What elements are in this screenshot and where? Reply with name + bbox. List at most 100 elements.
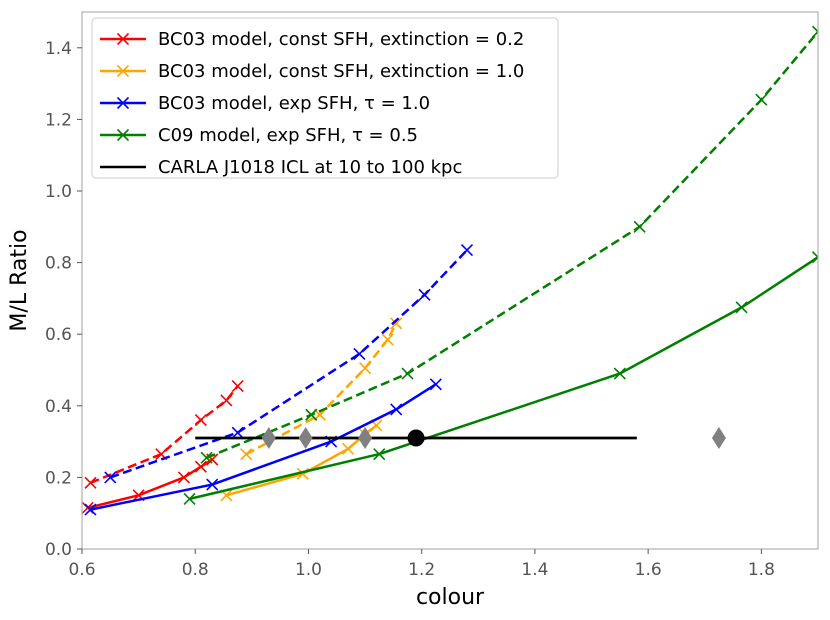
series-4-dashed-point-5 [755,93,768,106]
y-tick-label-7: 1.2 [45,110,72,130]
icl-diamond-4 [711,427,726,450]
legend-entry-4: C09 model, exp SFH, τ = 0.5 [100,125,418,146]
y-tick-label-3: 0.4 [45,397,72,417]
series-2-dashed-point-4 [381,333,394,346]
series-3-solid-point-1 [84,503,97,516]
y-tick-label-8: 1.4 [45,39,72,59]
series-4-dashed-point-3 [401,367,414,380]
x-axis-title: colour [416,585,485,610]
series-1-dashed-point-2-stroke-b [155,448,168,461]
x-tick-label-5: 1.4 [521,560,548,580]
series-1-solid-point-3 [177,471,190,484]
icl-point [407,429,425,447]
series-2-solid-point-3 [342,442,355,455]
series-2-dashed-point-3 [359,362,372,375]
series-2-dashed-point-3-stroke-b [359,362,372,375]
legend-label-4: C09 model, exp SFH, τ = 0.5 [158,125,418,146]
legend-entry-1: BC03 model, const SFH, extinction = 0.2 [100,29,524,50]
legend-box [91,17,559,179]
plot-area [82,25,818,516]
series-4-dashed-point-5-stroke-b [755,93,768,106]
series-4-solid-point-4-stroke-b [735,301,748,314]
series-2-dashed-point-4-stroke-b [381,333,394,346]
series-2-solid-point-5-stroke-b [370,419,383,432]
legend-label-3: BC03 model, exp SFH, τ = 1.0 [158,93,430,114]
series-2-dashed-point-2-stroke-b [313,408,326,421]
series-4-dashed-point-2-stroke-b [305,408,318,421]
series-2-solid-point-3-stroke-b [342,442,355,455]
plot-frame [81,11,819,550]
series-4-solid-point-2-stroke-b [373,448,386,461]
series-4-solid-point-5 [811,251,818,264]
series-1-dashed-point-4 [220,394,233,407]
series-1-solid-point-4-stroke-b [194,460,207,473]
y-tick-label-4: 0.6 [45,325,72,345]
series-3-solid-point-4 [390,403,403,416]
series-1-dashed-point-4-stroke-b [220,394,233,407]
legend-marker-1 [116,32,130,46]
series-1-solid-point-2-stroke-b [132,489,145,502]
series-3-dashed-point-3 [353,347,366,360]
series-4-dashed-line [206,30,818,459]
series-3-dashed-point-3-stroke-b [353,347,366,360]
axes: 0.6 0.8 1.0 1.2 1.4 1.6 1.8 0.0 0.2 0.4 0.6 0.8 1.0 1… [7,11,819,610]
x-tick-label-3: 1.0 [295,560,322,580]
x-tick-label-7: 1.8 [748,560,775,580]
legend-marker-4-stroke-b [116,128,130,142]
series-2-dashed-point-5-stroke-b [390,317,403,330]
legend-entry-5: CARLA J1018 ICL at 10 to 100 kpc [100,157,462,178]
series-4-solid-point-3-stroke-b [613,367,626,380]
series-2-dashed-point-2 [313,408,326,421]
series-2-solid-point-1-stroke-b [220,489,233,502]
series-3-dashed-point-5 [460,244,474,257]
icl-diamond-3 [358,427,373,450]
y-tick-label-2: 0.2 [45,468,72,488]
legend-label-2: BC03 model, const SFH, extinction = 1.0 [158,61,524,82]
series-2-dashed-point-5 [390,317,403,330]
legend-marker-2 [116,64,130,78]
series-1-dashed-point-3-stroke-b [194,414,207,427]
icl-diamond-2 [298,427,313,450]
series-4-dashed-point-4 [633,220,646,233]
series-1-solid-point-5-stroke-b [206,453,219,466]
series-4-dashed-point-3-stroke-b [401,367,414,380]
y-tick-label-6: 1.0 [45,182,72,202]
series-3-dashed-point-1 [104,471,117,484]
series-3-dashed-point-2 [231,426,244,439]
series-3-dashed-point-4-stroke-b [418,288,431,301]
series-4-solid-point-1-stroke-b [183,492,196,505]
series-1-solid-point-4 [194,460,207,473]
legend-label-1: BC03 model, const SFH, extinction = 0.2 [158,29,524,50]
x-tick-label-6: 1.6 [635,560,662,580]
legend-label-5: CARLA J1018 ICL at 10 to 100 kpc [158,157,462,178]
series-3-solid-point-4-stroke-b [390,403,403,416]
series-3-solid-point-5-stroke-b [429,378,442,391]
series-4-dashed-point-6-stroke-a [811,25,818,33]
series-1-dashed-line [90,385,239,484]
series-4-solid-point-2 [373,448,386,461]
legend-marker-3 [116,96,130,110]
legend: BC03 model, const SFH, extinction = 0.2 B… [91,17,559,179]
icl-diamond-1 [261,427,276,450]
legend-entry-2: BC03 model, const SFH, extinction = 1.0 [100,61,524,82]
series-1-dashed-point-1 [84,476,97,489]
series-1-solid-line [87,458,213,510]
series-3-dashed-point-5-stroke-b [460,244,474,257]
x-tick-label-2: 0.8 [182,560,209,580]
series-3-solid-point-1-stroke-b [84,503,97,516]
series-4-solid-point-5-stroke-b [811,256,818,264]
series-1-dashed-point-1-stroke-b [84,476,97,489]
series-1-solid-point-3-stroke-b [177,471,190,484]
series-3-dashed-point-4 [418,288,431,301]
series-4-dashed-point-2 [305,408,318,421]
series-3-solid-point-5 [429,378,442,391]
series-1-dashed-point-5 [231,380,244,393]
y-tick-label-1: 0.0 [45,540,72,560]
series-2-dashed-line [245,322,398,456]
series-4-solid-line [189,256,818,501]
series-4-solid-point-3 [613,367,626,380]
series-4-dashed-point-1 [200,451,213,464]
series-4-solid-point-1 [183,492,196,505]
series-4-solid-point-5-stroke-a [811,251,818,259]
